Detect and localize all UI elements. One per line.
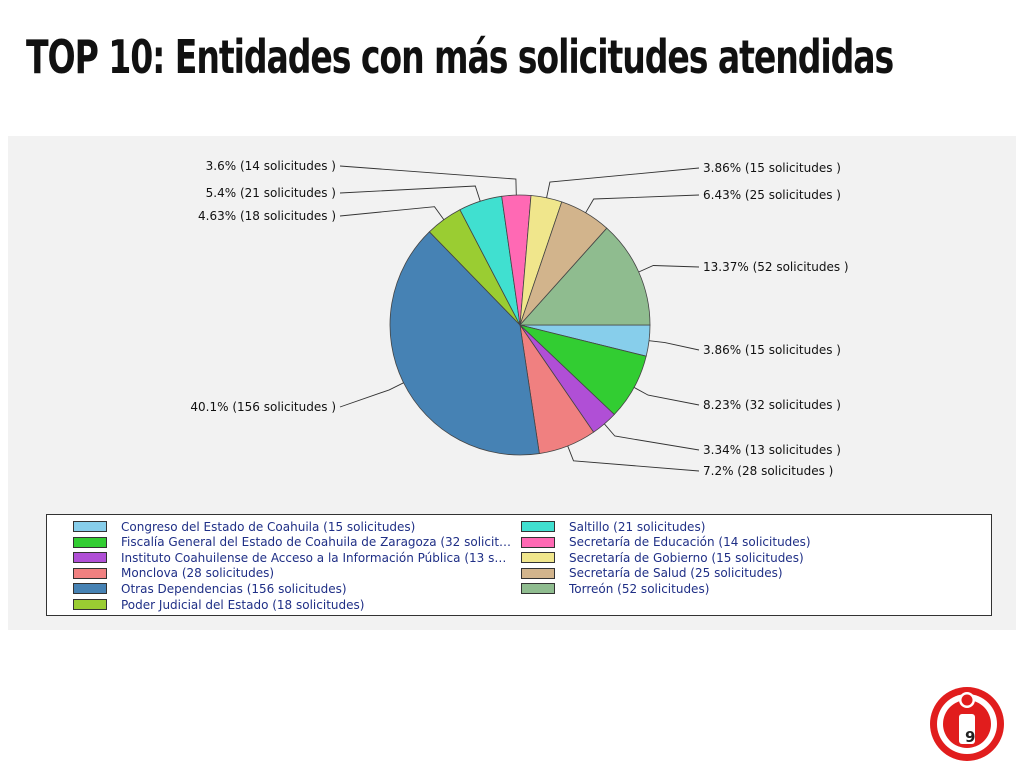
legend-swatch — [521, 552, 555, 564]
legend-label: Otras Dependencias (156 solicitudes) — [121, 581, 347, 596]
legend-item-monclova: Monclova (28 solicitudes) — [73, 566, 513, 581]
legend-swatch — [73, 567, 107, 579]
legend-label: Torreón (52 solicitudes) — [569, 581, 710, 596]
leader-line-secretaria-de-salud — [585, 194, 700, 214]
data-label-monclova: 7.2% (28 solicitudes ) — [703, 464, 833, 478]
data-label-otras-dependencias: 40.1% (156 solicitudes ) — [190, 400, 336, 414]
data-label-secretaria-de-educacion: 3.6% (14 solicitudes ) — [206, 159, 336, 173]
legend-label: Fiscalía General del Estado de Coahuila … — [121, 535, 513, 550]
leader-line-instituto-coahuilense-de-acceso-a-la-informacion-publica — [604, 423, 700, 451]
data-label-instituto-coahuilense-de-acceso-a-la-informacion-publica: 3.34% (13 solicitudes ) — [703, 443, 841, 457]
leader-line-poder-judicial-del-estado — [339, 206, 445, 220]
chart-panel: 3.86% (15 solicitudes ) 8.23% (32 solicit… — [8, 136, 1016, 630]
leader-line-monclova — [567, 445, 700, 472]
legend-item-congreso-del-estado-de-coahuila: Congreso del Estado de Coahuila (15 soli… — [73, 519, 513, 534]
data-label-secretaria-de-salud: 6.43% (25 solicitudes ) — [703, 188, 841, 202]
legend-swatch — [73, 599, 107, 610]
legend-label: Monclova (28 solicitudes) — [121, 566, 275, 581]
legend-item-poder-judicial-del-estado: Poder Judicial del Estado (18 solicitude… — [73, 597, 513, 612]
legend-label: Secretaría de Gobierno (15 solicitudes) — [569, 550, 804, 565]
legend-label: Saltillo (21 solicitudes) — [569, 519, 706, 534]
legend-item-secretaria-de-gobierno: Secretaría de Gobierno (15 solicitudes) — [521, 550, 941, 565]
page-number: 9 — [965, 728, 975, 746]
leader-line-fiscalia-general-del-estado-de-coahuila-de-zaragoza — [633, 387, 700, 406]
legend-label: Secretaría de Salud (25 solicitudes) — [569, 566, 783, 581]
info-i-icon: 9 — [930, 687, 1004, 761]
legend-label: Congreso del Estado de Coahuila (15 soli… — [121, 519, 416, 534]
pie-slice-otras-dependencias — [389, 231, 540, 456]
legend-swatch — [521, 536, 555, 548]
leader-line-secretaria-de-educacion — [339, 165, 517, 196]
slide-title: TOP 10: Entidades con más solicitudes at… — [26, 30, 894, 84]
leader-line-congreso-del-estado-de-coahuila — [648, 340, 700, 351]
legend-swatch — [73, 521, 107, 532]
data-label-fiscalia-general-del-estado-de-coahuila-de-zaragoza: 8.23% (32 solicitudes ) — [703, 398, 841, 412]
legend-item-saltillo: Saltillo (21 solicitudes) — [521, 519, 941, 534]
legend-swatch — [521, 521, 555, 532]
legend-swatch — [521, 583, 555, 595]
leader-line-saltillo — [339, 185, 481, 202]
data-label-saltillo: 5.4% (21 solicitudes ) — [206, 186, 336, 200]
chart-legend: Congreso del Estado de Coahuila (15 soli… — [46, 514, 992, 616]
legend-label: Instituto Coahuilense de Acceso a la Inf… — [121, 550, 513, 565]
data-label-poder-judicial-del-estado: 4.63% (18 solicitudes ) — [198, 209, 336, 223]
legend-item-fiscalia-general-del-estado-de-coahuila-de-zaragoza: Fiscalía General del Estado de Coahuila … — [73, 535, 513, 550]
legend-item-secretaria-de-educacion: Secretaría de Educación (14 solicitudes) — [521, 535, 941, 550]
leader-line-otras-dependencias — [339, 382, 404, 408]
legend-label: Secretaría de Educación (14 solicitudes) — [569, 535, 811, 550]
legend-item-secretaria-de-salud: Secretaría de Salud (25 solicitudes) — [521, 566, 941, 581]
data-label-torreon: 13.37% (52 solicitudes ) — [703, 260, 849, 274]
legend-swatch — [73, 552, 107, 564]
legend-item-torreon: Torreón (52 solicitudes) — [521, 581, 941, 596]
legend-label: Poder Judicial del Estado (18 solicitude… — [121, 597, 365, 612]
legend-swatch — [73, 583, 107, 595]
leader-line-torreon — [638, 265, 700, 273]
legend-swatch — [521, 567, 555, 579]
pie-chart: 3.86% (15 solicitudes ) 8.23% (32 solicit… — [190, 159, 849, 478]
data-label-congreso-del-estado-de-coahuila: 3.86% (15 solicitudes ) — [703, 343, 841, 357]
legend-swatch — [73, 536, 107, 548]
legend-item-instituto-coahuilense-de-acceso-a-la-informacion-publica: Instituto Coahuilense de Acceso a la Inf… — [73, 550, 513, 565]
leader-line-secretaria-de-gobierno — [546, 167, 700, 198]
data-label-secretaria-de-gobierno: 3.86% (15 solicitudes ) — [703, 161, 841, 175]
legend-item-otras-dependencias: Otras Dependencias (156 solicitudes) — [73, 581, 513, 596]
